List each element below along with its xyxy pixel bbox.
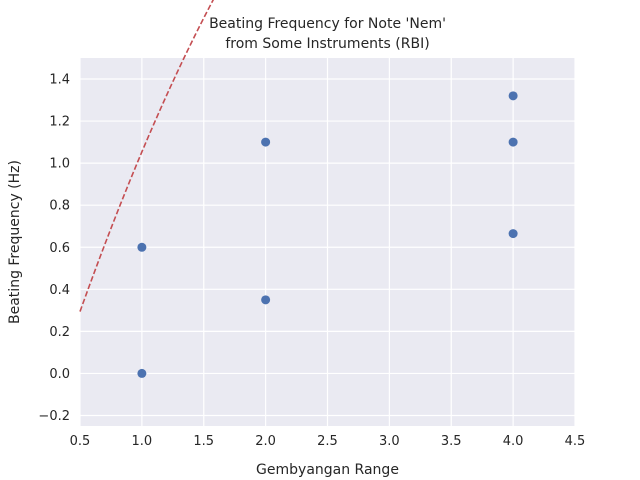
data-point [508, 91, 518, 101]
x-tick-labels: 0.5 1.0 1.5 2.0 2.5 3.0 3.5 4.0 4.5 [70, 434, 586, 449]
x-tick-label: 3.0 [379, 434, 400, 449]
y-tick-label: 1.4 [49, 73, 70, 88]
grid-layer [79, 58, 576, 426]
data-point [508, 137, 518, 147]
x-tick-label: 4.5 [565, 434, 586, 449]
y-tick-label: 1.0 [49, 157, 70, 172]
chart-title-line-2: from Some Instruments (RBI) [225, 36, 429, 52]
y-tick-label: 1.2 [49, 115, 70, 130]
y-axis-label: Beating Frequency (Hz) [7, 160, 23, 324]
y-tick-label: 0.0 [49, 367, 70, 382]
data-point [137, 368, 147, 378]
data-point [137, 242, 147, 252]
x-tick-label: 2.0 [255, 434, 276, 449]
y-tick-label: 0.8 [49, 199, 70, 214]
x-tick-label: 2.5 [317, 434, 338, 449]
x-tick-label: 1.5 [193, 434, 214, 449]
data-point [508, 229, 518, 239]
y-tick-label: 0.2 [49, 325, 70, 340]
y-tick-label: −0.2 [38, 409, 70, 424]
x-axis-label: Gembyangan Range [256, 462, 399, 478]
y-tick-labels: −0.2 0.0 0.2 0.4 0.6 0.8 1.0 1.2 1.4 [38, 73, 70, 424]
y-tick-label: 0.4 [49, 283, 70, 298]
data-point [261, 295, 271, 305]
x-tick-label: 4.0 [503, 434, 524, 449]
y-tick-label: 0.6 [49, 241, 70, 256]
chart-title-line-1: Beating Frequency for Note 'Nem' [209, 16, 446, 32]
data-point [261, 137, 271, 147]
x-tick-label: 0.5 [70, 434, 91, 449]
x-tick-label: 1.0 [132, 434, 153, 449]
x-tick-label: 3.5 [441, 434, 462, 449]
point-layer [137, 91, 518, 378]
